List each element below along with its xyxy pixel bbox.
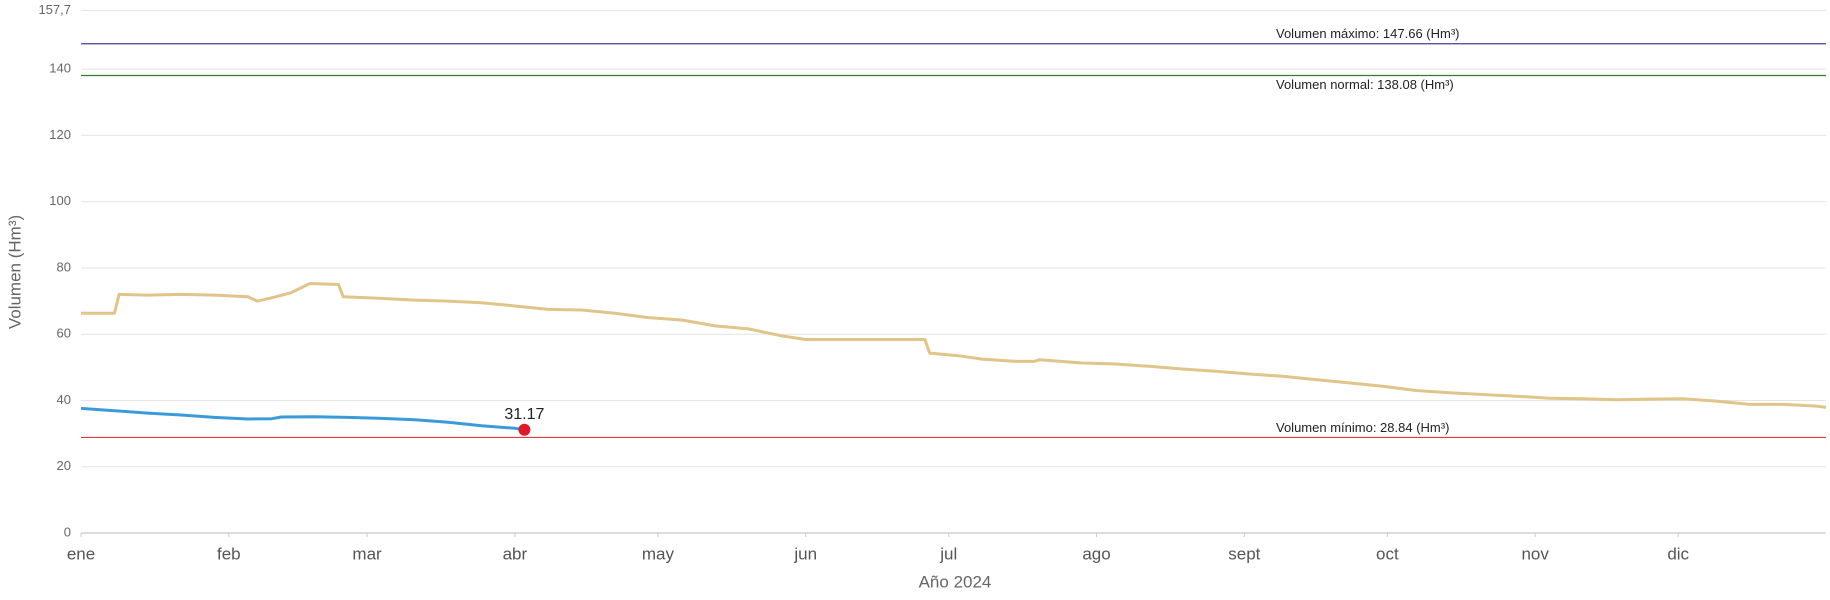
y-tick-label: 20 — [57, 458, 71, 473]
x-tick-label: abr — [503, 544, 528, 563]
reference-label: Volumen mínimo: 28.84 (Hm³) — [1276, 420, 1449, 435]
y-tick-label: 40 — [57, 392, 71, 407]
y-tick-label: 0 — [64, 524, 71, 539]
y-tick-label: 140 — [49, 61, 71, 76]
x-tick-label: ene — [67, 544, 95, 563]
y-tick-label: 100 — [49, 193, 71, 208]
y-tick-label: 157,7 — [38, 2, 71, 17]
data-label: 31.17 — [504, 406, 544, 423]
x-axis-label: Año 2024 — [919, 572, 992, 591]
series-line — [80, 406, 525, 432]
x-tick-label: dic — [1667, 544, 1689, 563]
last-point — [518, 423, 531, 436]
x-tick-label: oct — [1376, 544, 1399, 563]
x-tick-label: mar — [352, 544, 382, 563]
y-axis-label: Volumen (Hm³) — [5, 215, 24, 329]
x-tick-label: sept — [1228, 544, 1260, 563]
series-line — [81, 282, 1827, 409]
y-tick-label: 60 — [57, 326, 71, 341]
x-tick-label: jul — [939, 544, 957, 563]
x-tick-label: nov — [1521, 544, 1549, 563]
x-tick-label: ago — [1082, 544, 1110, 563]
y-tick-label: 120 — [49, 127, 71, 142]
reference-label: Volumen máximo: 147.66 (Hm³) — [1276, 26, 1460, 41]
x-tick-label: may — [642, 544, 675, 563]
reference-label: Volumen normal: 138.08 (Hm³) — [1276, 77, 1454, 92]
y-tick-label: 80 — [57, 259, 71, 274]
x-tick-label: feb — [217, 544, 241, 563]
x-tick-label: jun — [793, 544, 817, 563]
